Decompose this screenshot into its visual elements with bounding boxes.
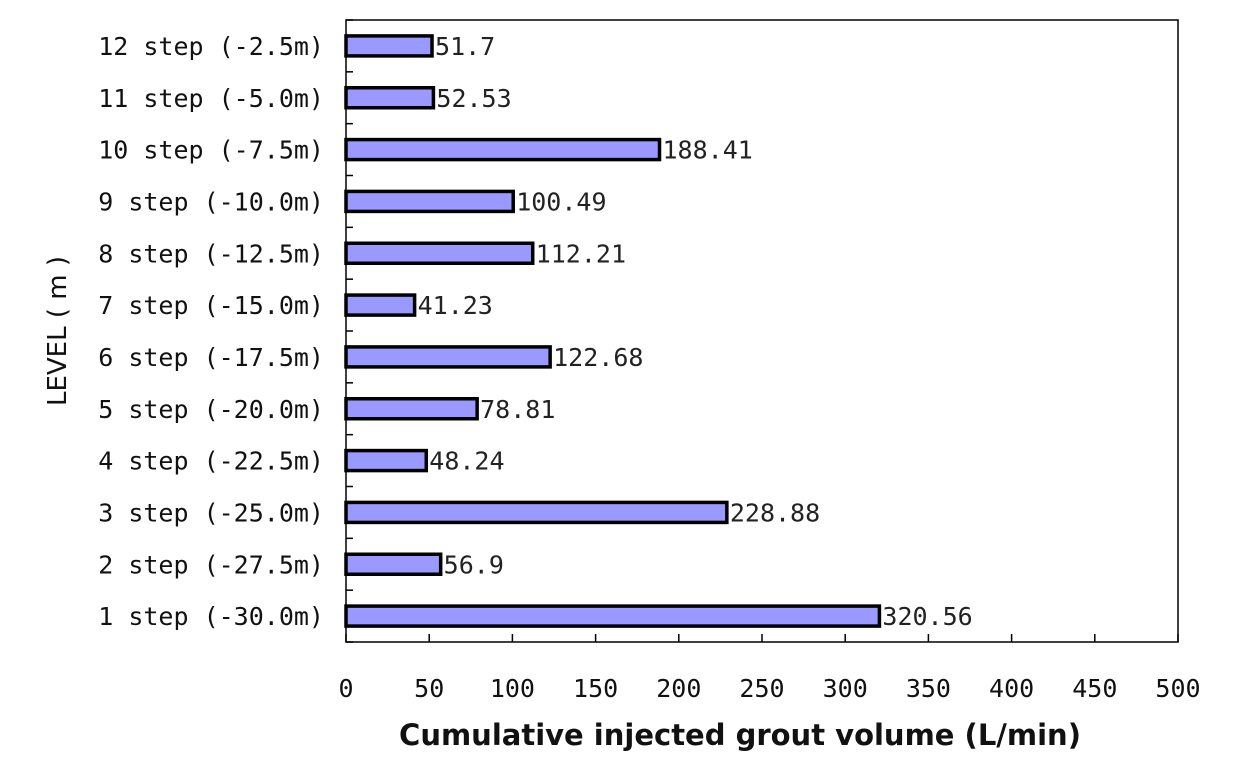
bar-6 <box>344 293 417 317</box>
category-label-11: 2 step (-27.5m) <box>98 550 324 579</box>
category-label-10: 3 step (-25.0m) <box>98 498 324 527</box>
data-label-4: 100.49 <box>516 187 606 216</box>
category-label-1: 12 step (-2.5m) <box>98 32 324 61</box>
x-axis-label: Cumulative injected grout volume (L/min) <box>399 718 1081 752</box>
category-label-7: 6 step (-17.5m) <box>98 343 324 372</box>
x-tick-label-10: 500 <box>1155 674 1200 703</box>
x-tick-label-2: 100 <box>490 674 535 703</box>
bar-10 <box>344 500 729 525</box>
y-axis-label: LEVEL ( m ) <box>43 256 73 406</box>
data-label-10: 228.88 <box>730 498 820 527</box>
bar-8 <box>344 397 479 421</box>
x-axis-ticks: 0 50 100 150 200 250 300 350 400 450 500 <box>338 634 1201 703</box>
bar-7 <box>344 345 552 369</box>
category-label-6: 7 step (-15.0m) <box>98 291 324 320</box>
bar-4 <box>344 189 515 214</box>
category-label-9: 4 step (-22.5m) <box>98 447 324 476</box>
bar-11 <box>344 552 443 576</box>
x-tick-label-9: 450 <box>1072 674 1117 703</box>
plot-area <box>345 19 1179 643</box>
x-tick-label-8: 400 <box>989 674 1034 703</box>
category-label-8: 5 step (-20.0m) <box>98 395 324 424</box>
data-label-7: 122.68 <box>553 343 643 372</box>
x-tick-label-5: 250 <box>739 674 784 703</box>
x-tick-label-6: 300 <box>823 674 868 703</box>
y-axis-ticks <box>346 19 353 643</box>
x-tick-label-7: 350 <box>906 674 951 703</box>
x-tick-label-3: 150 <box>573 674 618 703</box>
data-label-9: 48.24 <box>429 447 504 476</box>
bar-2 <box>344 86 436 110</box>
category-label-12: 1 step (-30.0m) <box>98 602 324 631</box>
category-label-5: 8 step (-12.5m) <box>98 239 324 268</box>
bar-5 <box>344 241 535 265</box>
x-tick-label-4: 200 <box>656 674 701 703</box>
bars-group: 51.7 52.53 188.41 100.49 112.21 41.23 122.68 78… <box>344 32 973 631</box>
category-label-2: 11 step (-5.0m) <box>98 84 324 113</box>
bar-1 <box>344 34 434 58</box>
data-label-5: 112.21 <box>536 239 626 268</box>
category-labels: 12 step (-2.5m) 11 step (-5.0m) 10 step (-… <box>98 32 324 631</box>
category-label-3: 10 step (-7.5m) <box>98 136 324 165</box>
data-label-1: 51.7 <box>435 32 495 61</box>
data-label-8: 78.81 <box>480 395 555 424</box>
bar-12 <box>344 604 882 628</box>
data-label-11: 56.9 <box>444 550 504 579</box>
x-tick-label-1: 50 <box>414 674 444 703</box>
data-label-3: 188.41 <box>663 136 753 165</box>
bar-3 <box>344 137 662 162</box>
category-label-4: 9 step (-10.0m) <box>98 187 324 216</box>
x-tick-label-0: 0 <box>338 674 353 703</box>
data-label-6: 41.23 <box>418 291 493 320</box>
data-label-12: 320.56 <box>882 602 972 631</box>
data-label-2: 52.53 <box>436 84 511 113</box>
bar-9 <box>344 448 429 473</box>
